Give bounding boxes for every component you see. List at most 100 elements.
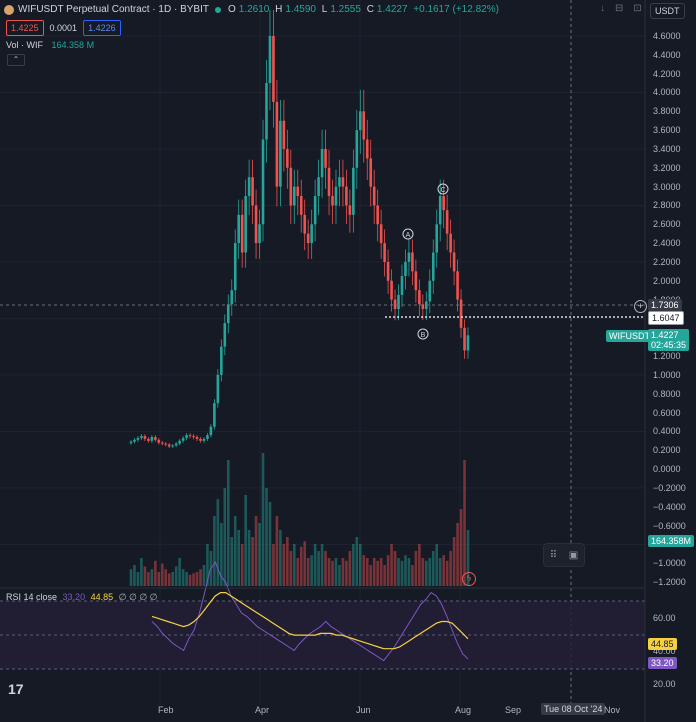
volume-bar <box>286 537 289 586</box>
fullscreen-icon[interactable]: ⊡ <box>633 3 642 14</box>
symbol-icon[interactable] <box>4 4 14 15</box>
volume-bar <box>275 516 279 586</box>
price-axis-label: 3.6000 <box>653 125 681 136</box>
price-axis-label: −0.6000 <box>653 520 686 531</box>
candle <box>171 444 174 449</box>
h-value: 1.4590 <box>285 4 316 15</box>
price-axis-label: 1.2000 <box>653 351 681 362</box>
wave-label-a[interactable]: A <box>402 228 414 240</box>
candle <box>282 99 286 172</box>
rsi-axis-40: 40.00 <box>653 646 676 656</box>
candle <box>390 269 393 312</box>
candle <box>157 438 161 445</box>
candle <box>209 424 213 438</box>
arrow-down-icon[interactable]: ↓ <box>600 3 605 14</box>
time-label-aug: Aug <box>455 705 472 715</box>
volume-bar <box>206 544 209 586</box>
volume-bar <box>167 573 171 586</box>
candle <box>258 209 261 259</box>
tradingview-logo[interactable]: 17 <box>8 681 24 697</box>
volume-bar <box>404 555 407 586</box>
candle <box>292 169 296 224</box>
volume-bar <box>331 560 334 586</box>
volume-bars <box>129 453 470 586</box>
candle <box>445 194 449 251</box>
candle <box>275 79 279 207</box>
candle <box>428 269 432 314</box>
collapse-chevron-icon[interactable]: ⌃ <box>7 54 25 66</box>
candle <box>466 327 470 359</box>
volume-bar <box>459 509 463 586</box>
buy-button[interactable]: 1.4226 <box>83 20 121 36</box>
settings-icon[interactable]: ⊟ <box>615 3 624 14</box>
candle <box>334 169 338 224</box>
volume-bar <box>355 537 359 586</box>
volume-bar <box>407 558 411 586</box>
candle <box>456 259 459 312</box>
o-value: 1.2610 <box>238 4 270 15</box>
candle <box>331 179 334 224</box>
price-axis-label: −1.0000 <box>653 558 686 569</box>
h-label: H <box>275 4 283 15</box>
volume-bar <box>140 558 143 586</box>
candle <box>251 159 254 224</box>
candle <box>386 249 390 294</box>
volume-bar <box>289 551 293 586</box>
volume-bar <box>254 516 258 586</box>
candle <box>143 434 147 442</box>
candle <box>442 179 445 229</box>
volume-bar <box>272 544 275 586</box>
candle <box>230 279 234 316</box>
volume-bar <box>418 544 421 586</box>
add-alert-icon[interactable]: + <box>634 300 647 313</box>
volume-bar <box>185 572 188 586</box>
volume-bar <box>334 558 338 586</box>
currency-selector[interactable]: USDT <box>650 3 685 19</box>
candle <box>160 441 164 446</box>
lightning-event-icon[interactable]: ϟ <box>462 572 476 586</box>
candle <box>383 229 386 277</box>
symbol-title[interactable]: WIFUSDT Perpetual Contract · 1D · BYBIT <box>18 4 209 15</box>
volume-bar <box>438 558 442 586</box>
o-label: O <box>227 4 236 15</box>
wave-label-b[interactable]: B <box>417 328 429 340</box>
screenshot-widget[interactable]: ⠿ ▣ <box>543 543 585 567</box>
candle <box>376 189 379 242</box>
volume-bar <box>428 558 432 586</box>
volume-label: Vol · WIF <box>6 40 44 50</box>
price-axis-label: 0.6000 <box>653 407 681 418</box>
l-label: L <box>321 4 328 15</box>
crosshair-price-tag: 1.7306 <box>648 299 682 311</box>
candle <box>213 399 216 430</box>
wave-a-text: A <box>406 232 411 239</box>
candle <box>341 159 345 207</box>
candle <box>233 229 237 303</box>
candle <box>147 437 150 443</box>
drag-handle-icon[interactable]: ⠿ <box>549 549 558 561</box>
volume-bar <box>449 551 452 586</box>
ohlc-values: O 1.2610 H 1.4590 L 1.2555 C 1.4227 +0.1617 … <box>225 4 499 15</box>
candle <box>261 119 265 242</box>
wave-label-c[interactable]: C <box>437 183 449 195</box>
volume-bar <box>143 566 147 586</box>
image-icon[interactable]: ▣ <box>568 549 579 561</box>
volume-bar <box>268 502 272 586</box>
last-price-value: 1.4227 <box>651 330 679 340</box>
candle <box>435 209 439 268</box>
candle <box>240 199 244 268</box>
candle <box>355 109 359 189</box>
volume-bar <box>317 551 320 586</box>
price-axis-label: 3.8000 <box>653 106 681 117</box>
volume-bar <box>181 569 185 586</box>
sell-button[interactable]: 1.4225 <box>6 20 44 36</box>
price-axis-label: 2.8000 <box>653 200 681 211</box>
rsi-legend: RSI 14 close 33.20 44.85 ∅ ∅ ∅ ∅ <box>6 592 158 603</box>
candle <box>226 294 230 334</box>
volume-bar <box>386 555 390 586</box>
volume-bar <box>362 555 366 586</box>
candle <box>167 443 171 449</box>
time-label-jun: Jun <box>356 705 371 715</box>
market-status-dot <box>214 6 221 13</box>
candle <box>317 159 320 216</box>
